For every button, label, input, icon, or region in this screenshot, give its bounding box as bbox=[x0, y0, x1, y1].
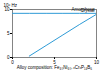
svg-text:Alloy composition: Fe₄₀Ni₄₀₋ₓC: Alloy composition: Fe₄₀Ni₄₀₋ₓCrₓP₁₄B₆ bbox=[17, 65, 92, 70]
svg-text:10: 10 bbox=[94, 60, 100, 65]
svg-text:5: 5 bbox=[53, 59, 56, 65]
svg-text:0: 0 bbox=[11, 60, 14, 65]
svg-text:Amorphous: Amorphous bbox=[71, 7, 95, 12]
svg-text:5: 5 bbox=[7, 31, 10, 36]
svg-text:10⁶ Hz: 10⁶ Hz bbox=[4, 3, 18, 8]
svg-text:Crystal: Crystal bbox=[80, 8, 94, 13]
svg-text:0: 0 bbox=[7, 55, 10, 60]
svg-text:10: 10 bbox=[4, 6, 10, 12]
